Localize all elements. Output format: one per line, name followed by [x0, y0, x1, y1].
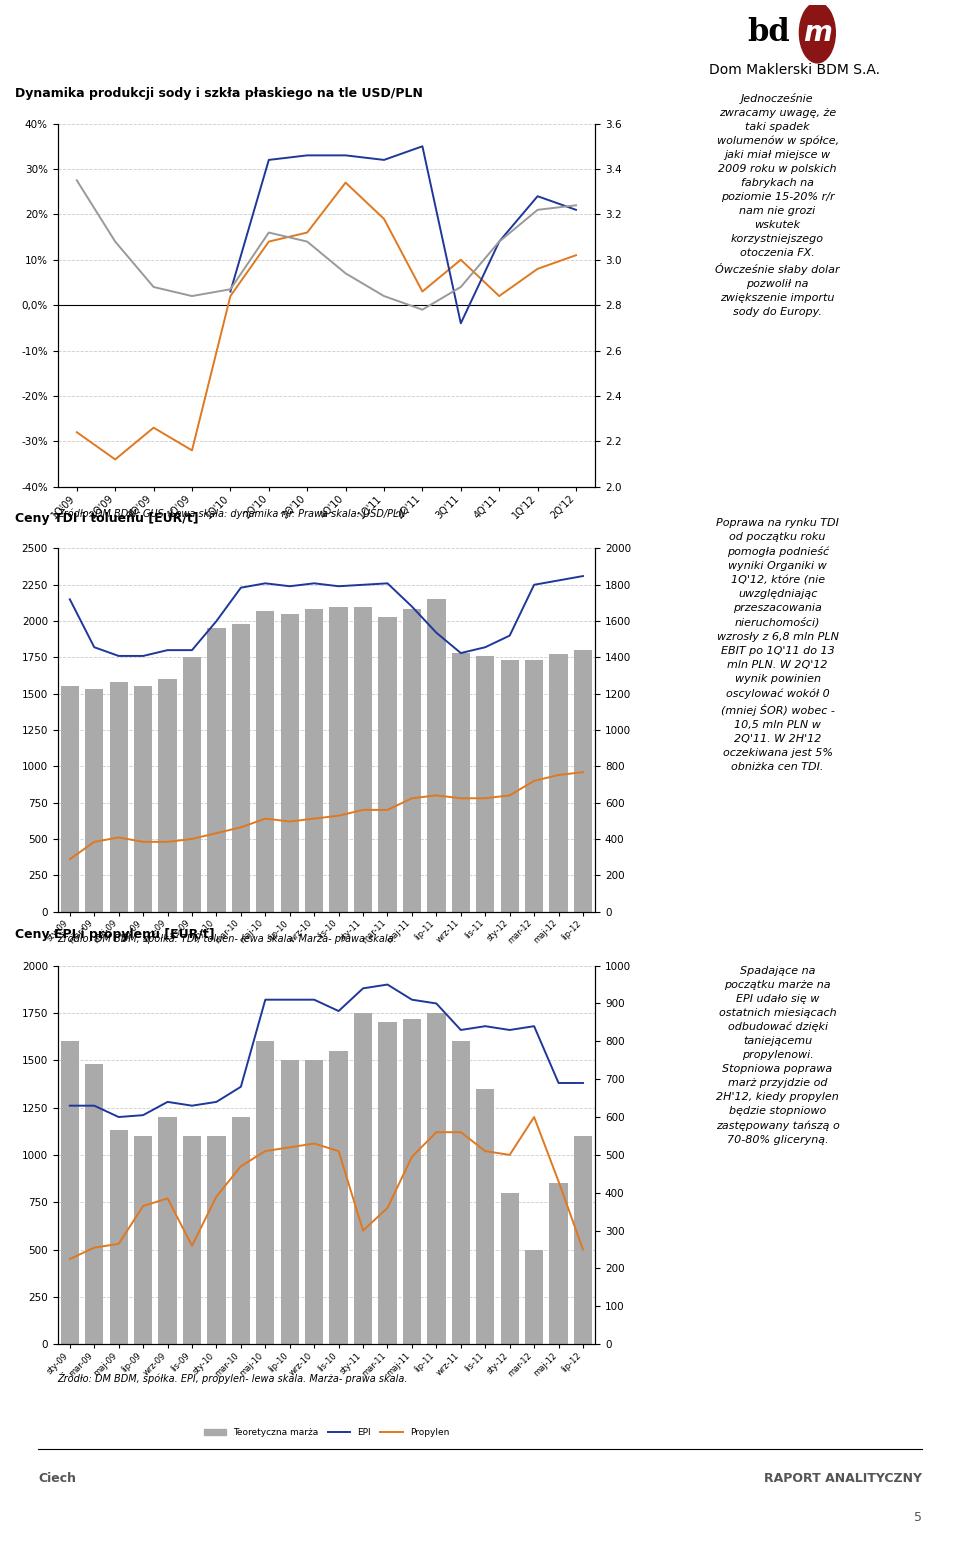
Text: Dynamika produkcji sody i szkła płaskiego na tle USD/PLN: Dynamika produkcji sody i szkła płaskieg… [14, 87, 422, 100]
Text: Ceny TDI i toluenu [EUR/t]: Ceny TDI i toluenu [EUR/t] [14, 511, 198, 525]
Text: Ciech: Ciech [38, 1472, 77, 1485]
Text: Źródło: DM BDM, spółka. EPI, propylen- lewa skala. Marża- prawa skala.: Źródło: DM BDM, spółka. EPI, propylen- l… [58, 1372, 408, 1384]
Bar [549, 655, 567, 912]
Legend: Teoretyczna marża, EPI, Propylen: Teoretyczna marża, EPI, Propylen [200, 1424, 453, 1440]
Bar [329, 1051, 348, 1344]
Text: Ceny EPI i propylenu [EUR/t]: Ceny EPI i propylenu [EUR/t] [14, 929, 214, 941]
Bar [525, 660, 543, 912]
Text: Źródło: DM BDM, spółka. TDI, toluen- lewa skala. Marża- prawa skala.: Źródło: DM BDM, spółka. TDI, toluen- lew… [58, 932, 397, 944]
Bar [403, 609, 421, 912]
Bar [354, 607, 372, 912]
Bar [354, 1014, 372, 1344]
Bar [329, 607, 348, 912]
Text: Dom Maklerski BDM S.A.: Dom Maklerski BDM S.A. [708, 63, 879, 77]
Bar [525, 1250, 543, 1344]
Bar [378, 1023, 396, 1344]
Text: RAPORT ANALITYCZNY: RAPORT ANALITYCZNY [763, 1472, 922, 1485]
Text: m: m [803, 19, 831, 46]
Bar [231, 1117, 250, 1344]
Bar [60, 686, 79, 912]
Bar [403, 1018, 421, 1344]
Bar [256, 610, 275, 912]
Bar [109, 681, 128, 912]
Bar [109, 1131, 128, 1344]
Text: Źródło: DM BDM, GUS. Lewa skala: dynamika r/r. Prawa skala: USD/PLN: Źródło: DM BDM, GUS. Lewa skala: dynamik… [58, 507, 406, 519]
Bar [305, 1060, 324, 1344]
Bar [256, 1041, 275, 1344]
Bar [207, 629, 226, 912]
Bar [158, 1117, 177, 1344]
Bar [500, 1193, 518, 1344]
Bar [549, 1183, 567, 1344]
Ellipse shape [800, 3, 835, 63]
Legend: kurs USD/PLN, dynamika produkcji sody r/r, dynamika produkcji szkła r/r: kurs USD/PLN, dynamika produkcji sody r/… [111, 572, 541, 587]
Bar [60, 1041, 79, 1344]
Bar [231, 624, 250, 912]
Bar [378, 616, 396, 912]
Text: Poprawa na rynku TDI
od początku roku
pomogła podnieść
wyniki Organiki w
1Q'12, : Poprawa na rynku TDI od początku roku po… [716, 518, 839, 771]
Bar [134, 686, 153, 912]
Bar [134, 1136, 153, 1344]
Bar [476, 1089, 494, 1344]
Bar [280, 1060, 299, 1344]
Bar [280, 613, 299, 912]
Bar [182, 1136, 202, 1344]
Text: 5: 5 [914, 1511, 922, 1523]
Bar [451, 654, 470, 912]
Bar [207, 1136, 226, 1344]
Bar [574, 650, 592, 912]
Bar [85, 1065, 104, 1344]
Bar [500, 660, 518, 912]
Bar [574, 1136, 592, 1344]
Text: bd: bd [747, 17, 790, 48]
Bar [427, 1014, 445, 1344]
Legend: Teoretyczna marża, TDI, Toluen: Teoretyczna marża, TDI, Toluen [204, 997, 448, 1012]
Bar [182, 658, 202, 912]
Bar [427, 599, 445, 912]
Bar [451, 1041, 470, 1344]
Bar [158, 680, 177, 912]
Bar [85, 689, 104, 912]
Bar [305, 609, 324, 912]
Text: Spadające na
początku marże na
EPI udało się w
ostatnich miesiącach
odbudować dz: Spadające na początku marże na EPI udało… [716, 966, 839, 1145]
Bar [476, 657, 494, 912]
Text: Jednocześnie
zwracamy uwagę, że
taki spadek
wolumenów w spółce,
jaki miał miejsc: Jednocześnie zwracamy uwagę, że taki spa… [715, 93, 840, 317]
